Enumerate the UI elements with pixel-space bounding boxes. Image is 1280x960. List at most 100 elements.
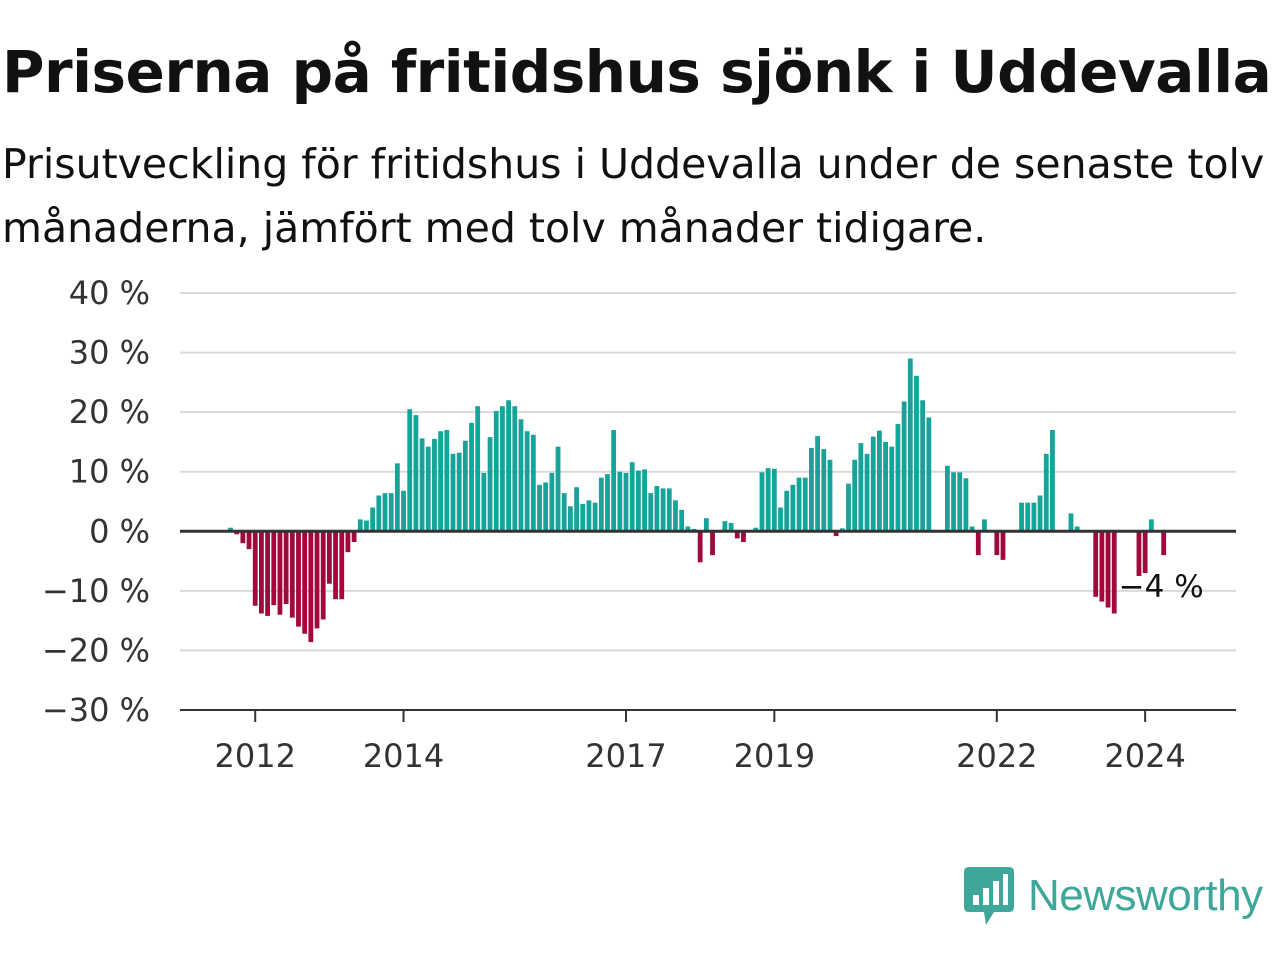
bar <box>376 495 382 532</box>
bar <box>555 446 561 532</box>
bar <box>1050 430 1055 532</box>
bar <box>265 531 270 616</box>
bar <box>394 463 400 532</box>
bar <box>444 430 450 532</box>
x-tick-label: 2024 <box>1104 737 1185 775</box>
bar <box>1068 513 1074 532</box>
bar <box>586 500 592 532</box>
bar <box>240 531 246 544</box>
bar <box>623 472 629 532</box>
y-tick-label: −30 % <box>42 691 150 729</box>
bar <box>703 518 709 532</box>
bar <box>1136 531 1142 576</box>
bar <box>419 438 425 532</box>
bar <box>666 488 672 532</box>
bar <box>475 406 481 532</box>
bar <box>821 449 827 532</box>
bar <box>339 531 345 600</box>
bar <box>852 459 858 532</box>
bar <box>450 453 456 532</box>
bar <box>778 507 783 532</box>
bar <box>642 469 647 532</box>
x-tick-label: 2014 <box>363 737 444 775</box>
bar <box>889 446 895 532</box>
bar <box>598 477 604 532</box>
bar <box>734 531 740 539</box>
bar <box>320 531 326 620</box>
bar <box>809 447 814 532</box>
bar <box>561 493 567 532</box>
bar <box>351 531 357 543</box>
x-tick-label: 2017 <box>585 737 666 775</box>
bar <box>617 471 623 532</box>
bar <box>543 482 549 532</box>
bar <box>710 531 715 556</box>
x-tick-label: 2012 <box>215 737 296 775</box>
bar <box>951 472 956 532</box>
bar <box>500 406 505 532</box>
bar <box>462 440 468 532</box>
bar <box>722 521 728 532</box>
bar <box>537 484 542 532</box>
bar <box>864 453 870 532</box>
bar <box>648 493 654 532</box>
bar <box>407 409 413 532</box>
bar <box>302 531 308 634</box>
bar <box>296 531 301 627</box>
bar <box>326 531 332 584</box>
bar <box>370 507 376 532</box>
chart-subtitle: Prisutveckling för fritidshus i Uddevall… <box>2 140 1265 252</box>
bar <box>580 503 586 532</box>
bar <box>549 472 555 532</box>
bar <box>784 490 790 532</box>
bar <box>425 446 431 532</box>
bar <box>314 531 320 629</box>
bar <box>1037 495 1043 532</box>
y-tick-label: −20 % <box>42 631 150 669</box>
bar <box>438 431 444 532</box>
bar <box>654 486 660 532</box>
bar <box>364 520 369 532</box>
bar <box>456 452 462 532</box>
bar <box>833 531 839 537</box>
y-axis-ticks: 40 % 30 % 20 % 10 % 0 % −10 % −20 % −30 % <box>42 274 150 729</box>
bar <box>969 526 975 532</box>
bar <box>259 531 264 614</box>
bar <box>530 434 536 532</box>
bar <box>673 500 678 532</box>
bar <box>815 435 820 532</box>
bar <box>1043 453 1049 532</box>
bar <box>271 531 277 606</box>
bar <box>914 375 919 532</box>
x-tick-label: 2022 <box>956 737 1037 775</box>
bar <box>289 531 295 618</box>
bar <box>512 406 518 532</box>
bar <box>357 519 363 532</box>
bar <box>345 531 351 553</box>
bar <box>487 437 493 532</box>
bar <box>277 531 283 615</box>
bar <box>790 484 796 532</box>
bar <box>493 410 499 532</box>
bar <box>629 462 635 532</box>
bar <box>1025 502 1031 532</box>
bar <box>1148 519 1154 532</box>
chart-title: Priserna på fritidshus sjönk i Uddevalla <box>2 38 1272 106</box>
newsworthy-logo-text: Newsworthy <box>1028 871 1263 920</box>
bar <box>635 470 641 532</box>
x-tick-label: 2019 <box>734 737 815 775</box>
bar <box>963 478 969 532</box>
bar <box>901 401 907 532</box>
bar <box>858 443 864 532</box>
bar <box>920 400 926 532</box>
bar <box>982 519 987 532</box>
y-tick-label: 20 % <box>69 393 150 431</box>
bar <box>741 531 746 543</box>
x-axis-ticks: 2012 2014 2017 2019 2022 2024 <box>215 710 1186 775</box>
y-tick-label: 40 % <box>69 274 150 312</box>
bar <box>333 531 338 600</box>
bar <box>524 431 530 532</box>
bar <box>252 531 258 606</box>
bar <box>1161 531 1167 556</box>
bar <box>975 531 981 556</box>
